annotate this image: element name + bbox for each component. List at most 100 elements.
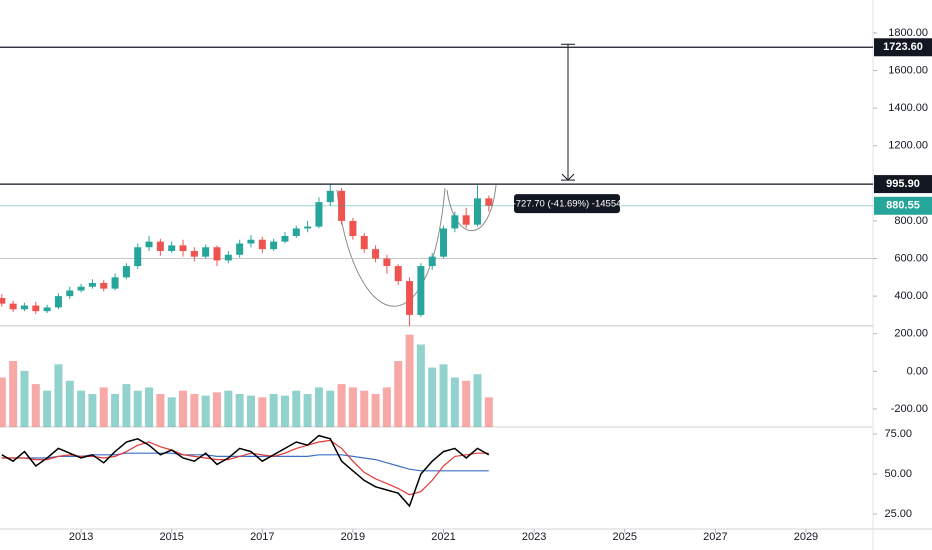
- y-tick-label: 1400.00: [888, 102, 928, 114]
- y-tick-label: 0.00: [907, 365, 928, 377]
- volume-bar: [65, 380, 74, 427]
- x-tick-label: 2027: [703, 531, 727, 543]
- candle-body: [383, 258, 391, 267]
- candle-body: [9, 303, 17, 310]
- candle-body: [111, 277, 119, 289]
- y-tick-label: 1800.00: [888, 27, 928, 39]
- volume-bar: [0, 377, 6, 427]
- candle-body: [77, 286, 85, 291]
- volume-bar: [337, 384, 346, 427]
- volume-bar: [394, 361, 403, 427]
- volume-bar: [213, 392, 222, 427]
- volume-bar: [133, 390, 142, 427]
- volume-bar: [156, 394, 165, 427]
- measure-tooltip: [514, 194, 620, 214]
- candle-body: [485, 198, 493, 206]
- candle-body: [417, 266, 425, 315]
- candle-body: [54, 296, 62, 308]
- candle-body: [179, 245, 187, 252]
- volume-bar: [179, 390, 188, 427]
- level-label: 995.90: [886, 178, 920, 190]
- candle-body: [66, 290, 74, 297]
- last-price-label: 880.55: [886, 200, 920, 212]
- candle-body: [190, 251, 198, 257]
- candle-body: [304, 226, 312, 229]
- level-label: 1723.60: [883, 41, 923, 53]
- volume-bar: [122, 384, 131, 427]
- cup-drawing: [336, 187, 446, 307]
- x-tick-label: 2017: [250, 531, 274, 543]
- candle-body: [122, 266, 130, 278]
- candle-body: [473, 198, 481, 225]
- volume-bar: [145, 387, 154, 427]
- x-tick-label: 2013: [69, 531, 93, 543]
- y-tick-label: 200.00: [894, 328, 928, 340]
- candle-body: [43, 307, 51, 312]
- rsi-ma-short: [1, 439, 489, 496]
- rsi-tick-label: 25.00: [884, 508, 912, 520]
- candle-body: [360, 235, 368, 250]
- candle-body: [292, 228, 300, 236]
- candle-body: [88, 282, 96, 287]
- x-tick-label: 2025: [612, 531, 636, 543]
- x-tick-label: 2023: [522, 531, 546, 543]
- candle-body: [224, 254, 232, 261]
- rsi-values: [1, 434, 490, 508]
- volume-bar: [201, 395, 210, 427]
- volume-bar: [20, 370, 29, 427]
- volume-bar: [484, 397, 493, 427]
- candle-body: [213, 247, 221, 261]
- volume-bar: [405, 334, 414, 427]
- candle-body: [440, 228, 448, 257]
- volume-bar: [428, 367, 437, 427]
- volume-bar: [348, 387, 357, 427]
- volume-bar: [462, 380, 471, 427]
- y-tick-label: 400.00: [894, 290, 928, 302]
- handle-drawing: [446, 184, 497, 232]
- volume-bar: [99, 387, 108, 427]
- x-tick-label: 2019: [341, 531, 365, 543]
- candle-body: [349, 220, 357, 236]
- volume-bar: [269, 394, 278, 427]
- volume-bar: [382, 387, 391, 427]
- rsi-tick-label: 50.00: [884, 468, 912, 480]
- candle-body: [315, 202, 323, 227]
- volume-bar: [246, 395, 255, 427]
- volume-bar: [326, 390, 335, 427]
- volume-bar: [292, 390, 301, 427]
- candle-body: [462, 215, 470, 225]
- level-label-box: [874, 175, 932, 194]
- volume-bar: [9, 361, 18, 427]
- y-tick-label: 1200.00: [888, 140, 928, 152]
- candle-body: [326, 190, 334, 203]
- candle-body: [406, 281, 414, 315]
- x-tick-label: 2015: [159, 531, 183, 543]
- measure-label: -727.70 (-41.69%) -14554: [513, 199, 622, 210]
- candle-body: [372, 249, 380, 259]
- volume-bar: [77, 390, 86, 427]
- volume-bar: [360, 390, 369, 427]
- candle-body: [20, 305, 28, 310]
- last-price-box: [874, 196, 932, 215]
- x-tick-label: 2029: [794, 531, 818, 543]
- candle-body: [270, 241, 278, 250]
- candle-body: [100, 282, 108, 289]
- candle-body: [394, 266, 402, 282]
- volume-bar: [167, 397, 176, 427]
- candle-body: [32, 305, 40, 312]
- volume-bar: [258, 397, 267, 427]
- level-label-box: [874, 38, 932, 57]
- y-tick-label: 800.00: [894, 215, 928, 227]
- candle-body: [168, 245, 176, 252]
- candle-body: [281, 235, 289, 242]
- candle-body: [428, 256, 436, 267]
- candle-body: [451, 215, 459, 229]
- volume-bar: [88, 394, 97, 427]
- volume-bar: [111, 394, 120, 427]
- volume-bar: [43, 390, 52, 427]
- volume-bar: [235, 394, 244, 427]
- volume-bar: [224, 390, 233, 427]
- candle-body: [145, 241, 153, 248]
